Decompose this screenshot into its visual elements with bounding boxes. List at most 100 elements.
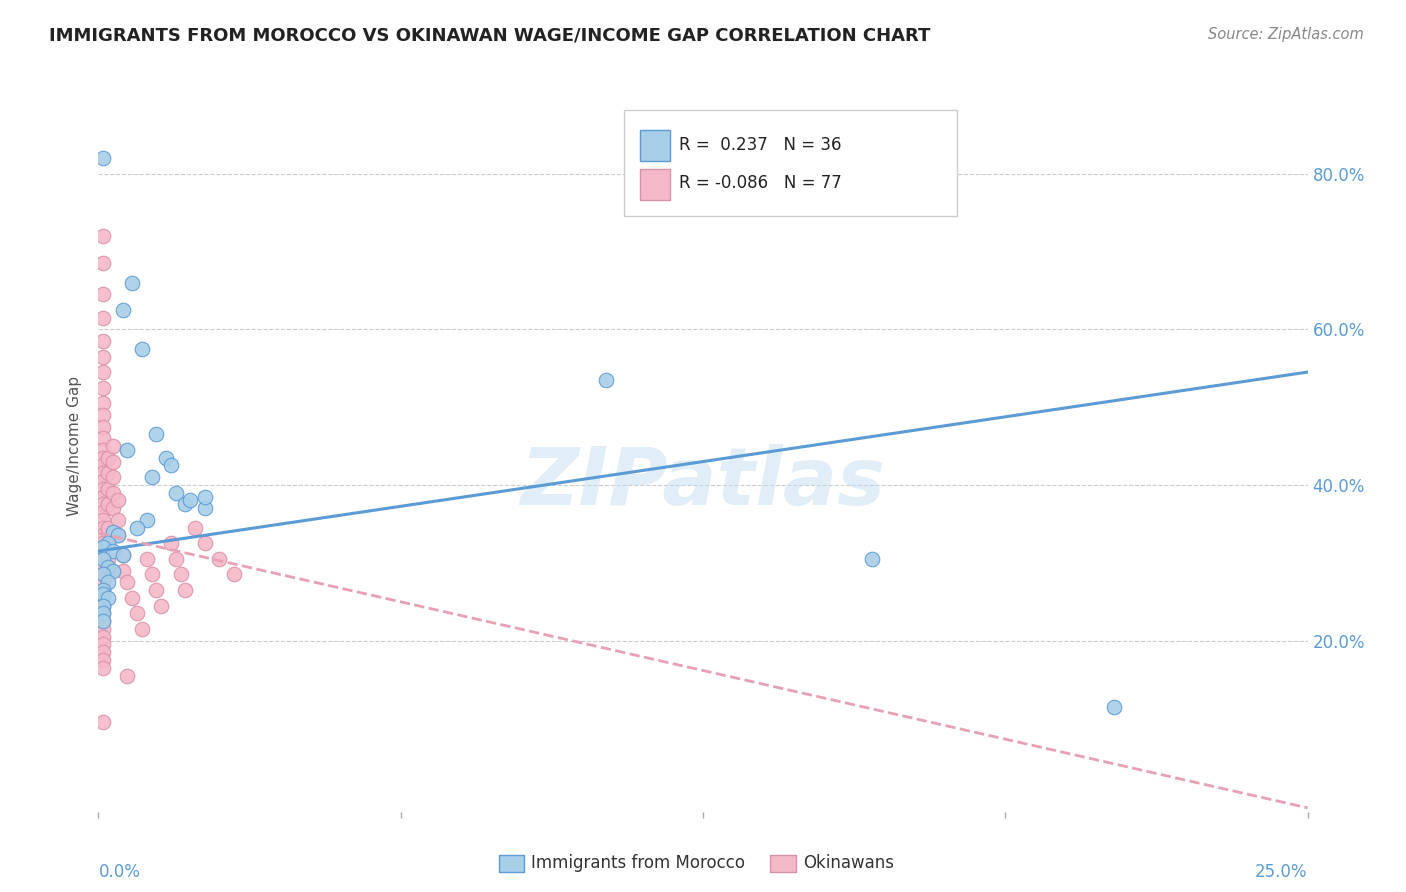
Point [165,551,187,566]
Point [91,513,114,527]
Point [194,536,217,550]
Point [91,582,114,597]
Point [91,151,114,165]
Point [91,540,114,554]
Point [91,614,114,628]
Point [91,450,114,465]
Point [194,490,217,504]
Point [97,567,120,582]
Point [145,582,167,597]
Point [194,501,217,516]
Text: 0.0%: 0.0% [98,863,141,881]
Point [91,607,114,621]
Point [135,551,157,566]
Point [141,470,163,484]
Point [97,551,120,566]
Point [91,599,114,613]
Point [91,365,114,379]
Point [150,599,173,613]
Point [91,551,114,566]
Point [169,567,191,582]
Point [91,551,114,566]
Point [91,591,114,605]
Point [91,637,114,651]
Point [91,567,114,582]
Y-axis label: Wage/Income Gap: Wage/Income Gap [67,376,83,516]
Point [97,591,120,605]
Point [97,450,120,465]
Point [91,715,114,730]
Point [91,350,114,364]
Point [91,467,114,481]
Point [97,559,120,574]
Point [127,607,149,621]
Point [91,310,114,325]
Point [111,302,134,317]
Point [165,485,187,500]
Point [91,614,114,628]
Point [91,490,114,504]
Point [91,575,114,590]
Point [160,458,183,473]
Point [91,536,114,550]
Point [91,521,114,535]
Point [97,575,120,590]
Point [107,493,129,508]
Point [101,544,124,558]
Point [101,501,124,516]
Point [121,276,143,290]
Point [179,493,201,508]
Point [91,396,114,410]
Text: IMMIGRANTS FROM MOROCCO VS OKINAWAN WAGE/INCOME GAP CORRELATION CHART: IMMIGRANTS FROM MOROCCO VS OKINAWAN WAGE… [49,27,931,45]
Point [117,442,139,457]
FancyBboxPatch shape [640,130,671,161]
Point [91,587,114,601]
Point [91,599,114,613]
Point [91,645,114,659]
Point [595,373,617,387]
FancyBboxPatch shape [624,110,957,216]
Point [91,497,114,511]
Point [107,528,129,542]
Point [91,630,114,644]
Point [91,474,114,488]
Point [91,567,114,582]
Text: Immigrants from Morocco: Immigrants from Morocco [531,855,745,872]
Point [97,536,120,550]
Point [160,536,183,550]
Point [131,342,153,356]
Point [860,551,883,566]
Point [111,564,134,578]
Point [107,513,129,527]
Point [141,567,163,582]
Point [91,442,114,457]
Point [91,256,114,270]
Point [91,528,114,542]
Point [107,528,129,542]
Point [101,564,124,578]
Text: R =  0.237   N = 36: R = 0.237 N = 36 [679,136,841,153]
Point [222,567,245,582]
Point [91,287,114,301]
Point [101,485,124,500]
Point [131,622,153,636]
Point [91,544,114,558]
Point [155,450,177,465]
Point [1102,699,1125,714]
FancyBboxPatch shape [640,169,671,200]
Point [91,622,114,636]
Point [91,482,114,496]
Point [91,408,114,422]
Point [91,653,114,667]
Point [111,548,134,562]
Point [145,427,167,442]
Point [91,334,114,348]
Point [184,521,207,535]
Text: 25.0%: 25.0% [1256,863,1308,881]
Point [127,521,149,535]
Point [91,381,114,395]
Point [208,551,231,566]
Point [91,505,114,519]
Point [91,607,114,621]
Text: R = -0.086   N = 77: R = -0.086 N = 77 [679,175,842,193]
